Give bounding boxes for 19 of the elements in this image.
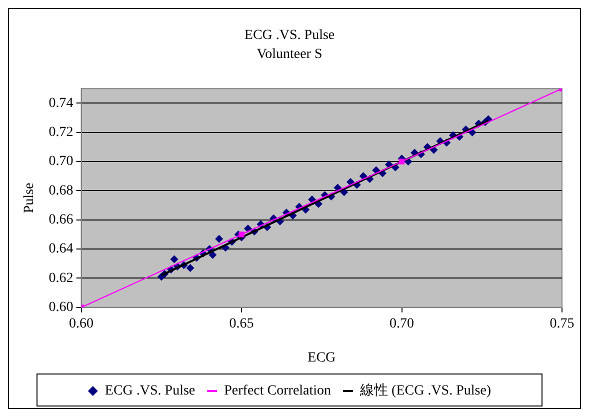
chart-subtitle: Volunteer S — [256, 46, 322, 62]
x-tick-label: 0.60 — [69, 316, 94, 332]
legend-label: ECG .VS. Pulse — [104, 384, 196, 399]
y-tick-label: 0.64 — [48, 242, 74, 257]
x-tick-label: 0.65 — [229, 316, 254, 332]
y-tick-label: 0.62 — [48, 270, 74, 286]
y-tick-label: 0.60 — [48, 300, 74, 316]
x-axis-title: ECG — [308, 350, 336, 366]
y-tick-label: 0.66 — [48, 212, 74, 228]
legend-label: 線性 (ECG .VS. Pulse) — [359, 382, 492, 399]
legend-label: Perfect Correlation — [224, 384, 332, 399]
y-tick-label: 0.68 — [48, 183, 74, 198]
y-tick-label: 0.74 — [48, 96, 74, 111]
x-tick-label: 0.75 — [550, 316, 574, 332]
x-tick-label: 0.70 — [390, 316, 414, 332]
y-tick-label: 0.70 — [48, 154, 74, 170]
y-tick-label: 0.72 — [48, 125, 74, 140]
chart-title: ECG .VS. Pulse — [244, 28, 335, 44]
y-axis-title: Pulse — [22, 182, 38, 214]
